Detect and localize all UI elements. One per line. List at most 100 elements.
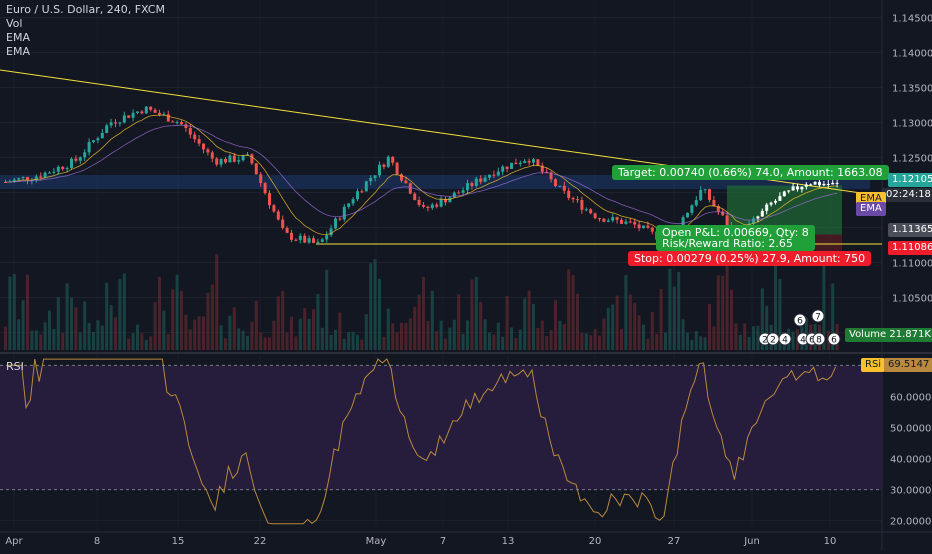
rsi-legend[interactable]: RSI [6, 360, 24, 373]
volume-bar [716, 275, 720, 350]
candle-body [800, 186, 804, 190]
volume-bar [83, 301, 87, 350]
candle-body [78, 157, 82, 161]
candle-body [87, 142, 91, 153]
legend-ema-2[interactable]: EMA [6, 45, 30, 58]
candle-body [206, 149, 210, 153]
volume-bar [501, 336, 505, 350]
volume-bar [642, 324, 645, 350]
candle-body [140, 111, 144, 114]
time-axis-label-9: Jun [743, 536, 760, 547]
volume-bar [316, 294, 320, 350]
candle-body [527, 160, 531, 163]
candle-body [334, 218, 337, 229]
candle-body [606, 220, 610, 222]
candle-body [628, 221, 632, 223]
candle-body [193, 134, 197, 140]
candle-body [536, 159, 540, 166]
candle-body [474, 178, 478, 186]
time-axis-label-3: 22 [254, 536, 267, 547]
volume-bar [584, 333, 588, 350]
volume-bar [721, 275, 725, 350]
volume-value: 21.871K [889, 329, 931, 340]
time-axis-label-0: Apr [5, 536, 23, 547]
candle-body [395, 162, 399, 175]
candle-body [52, 171, 56, 173]
volume-bar [149, 336, 153, 350]
candle-body [501, 166, 505, 172]
candle-body [809, 184, 813, 186]
volume-bar [312, 309, 315, 350]
volume-bar [822, 253, 826, 350]
volume-bar [272, 320, 276, 350]
volume-bar [426, 321, 430, 350]
volume-bar [734, 323, 738, 350]
legend-vol[interactable]: Vol [6, 17, 23, 30]
rsi-band [0, 365, 882, 490]
volume-bar [17, 319, 21, 350]
candle-body [769, 202, 773, 205]
time-axis-label-6: 13 [502, 536, 515, 547]
candle-body [373, 175, 377, 178]
candle-body [400, 174, 403, 181]
volume-bar [202, 316, 205, 350]
volume-bar [109, 305, 113, 350]
volume-bar [523, 298, 527, 350]
volume-bar [378, 278, 381, 350]
target-label: Target: 0.00740 (0.66%) 74.0, Amount: 16… [612, 165, 889, 180]
candle-body [567, 190, 571, 198]
candle-body [378, 164, 381, 176]
candle-body [452, 192, 456, 198]
candle-body [765, 204, 769, 211]
candle-body [523, 160, 527, 163]
candle-body [166, 114, 170, 122]
candle-body [48, 172, 51, 174]
volume-bar [206, 292, 210, 350]
volume-label: Volume [849, 329, 887, 340]
event-marker-label-2: 4 [782, 336, 788, 346]
candle-body [778, 196, 782, 201]
volume-bar [281, 290, 285, 350]
volume-bar [188, 329, 192, 350]
volume-bar [606, 307, 610, 350]
volume-bar [96, 320, 100, 350]
volume-bar [43, 322, 47, 350]
candle-body [650, 227, 654, 232]
volume-bar [470, 279, 474, 350]
volume-bar [417, 294, 421, 350]
candle-body [514, 162, 518, 165]
volume-bar [752, 326, 755, 350]
volume-bar [395, 332, 399, 350]
candle-body [620, 219, 623, 224]
volume-bar [131, 333, 135, 350]
volume-bar [21, 300, 25, 350]
candle-body [540, 165, 544, 172]
volume-bar [356, 334, 359, 350]
candle-body [356, 191, 359, 200]
volume-bar [602, 318, 606, 350]
time-axis-label-4: May [366, 536, 387, 547]
candle-body [307, 238, 311, 243]
symbol-legend[interactable]: Euro / U.S. Dollar, 240, FXCM Vol EMA EM… [6, 3, 165, 59]
volume-bar [545, 336, 549, 350]
candle-body [646, 225, 650, 228]
candle-body [153, 109, 157, 113]
candle-body [272, 205, 276, 212]
volume-bar [52, 328, 56, 350]
volume-bar [100, 325, 104, 350]
volume-bar [483, 319, 487, 350]
volume-bar [400, 322, 403, 350]
volume-bar [536, 327, 540, 350]
candle-body [466, 183, 469, 191]
candle-body [263, 182, 267, 194]
volume-bar [294, 336, 298, 350]
event-marker-label-4: 6 [797, 317, 803, 327]
volume-bar [254, 300, 258, 350]
candle-body [826, 183, 830, 185]
event-marker-label-8: 6 [831, 336, 837, 346]
candle-body [505, 166, 509, 169]
candle-body [488, 174, 491, 178]
legend-ema-1[interactable]: EMA [6, 31, 30, 44]
